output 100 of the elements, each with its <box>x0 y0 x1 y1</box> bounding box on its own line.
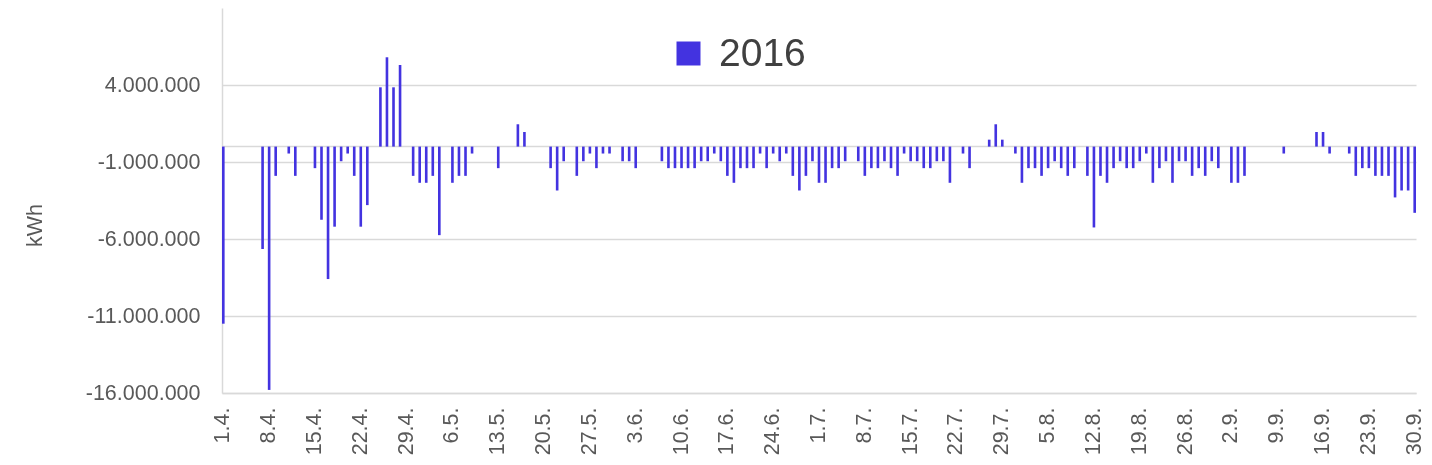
bar <box>621 146 624 162</box>
x-tick-label: 15.4. <box>301 407 326 456</box>
bar <box>1354 146 1358 176</box>
bar <box>896 146 899 176</box>
bar <box>346 146 349 154</box>
bar <box>752 146 755 169</box>
bar <box>595 146 598 169</box>
bar <box>1072 146 1076 169</box>
y-tick-label: -16.000.000 <box>85 380 201 405</box>
x-tick-label: 10.6. <box>668 407 693 456</box>
bar <box>942 146 945 162</box>
y-axis-title: kWh <box>22 204 47 247</box>
bar <box>837 146 840 169</box>
bar <box>562 146 566 162</box>
y-tick-label: 4.000.000 <box>104 72 201 97</box>
x-tick-label: 1.4. <box>210 407 235 444</box>
bar <box>379 87 382 147</box>
legend-label: 2016 <box>719 30 806 74</box>
bar <box>928 146 932 169</box>
x-tick-label: 30.9. <box>1401 407 1426 456</box>
bar <box>1131 146 1135 169</box>
bar <box>1413 146 1416 213</box>
x-tick-label: 20.5. <box>531 407 556 456</box>
bar <box>667 146 670 169</box>
bar <box>549 146 552 169</box>
x-tick-label: 3.6. <box>622 407 647 444</box>
bar <box>1099 146 1102 176</box>
bar <box>1282 146 1286 154</box>
bar <box>1210 146 1214 162</box>
bar <box>359 146 363 227</box>
bar <box>798 146 801 191</box>
x-tick-label: 24.6. <box>760 407 785 456</box>
x-tick-label: 9.9. <box>1264 407 1289 444</box>
bar <box>968 146 971 169</box>
y-tick-label: -1.000.000 <box>97 149 201 174</box>
x-tick-label: 29.7. <box>989 407 1014 456</box>
x-tick-label: 6.5. <box>439 407 464 444</box>
bar <box>261 146 264 250</box>
bar <box>987 139 991 147</box>
bar <box>1217 146 1220 169</box>
bar <box>1125 146 1128 169</box>
bar <box>693 146 696 169</box>
bar <box>366 146 369 206</box>
bar <box>1014 146 1017 154</box>
x-tick-label: 8.4. <box>256 407 281 444</box>
bar <box>582 146 585 162</box>
x-tick-label: 8.7. <box>851 407 876 444</box>
bar <box>811 146 814 162</box>
bar <box>1203 146 1207 176</box>
x-tick-label: 15.7. <box>897 407 922 456</box>
x-tick-label: 17.6. <box>714 407 739 456</box>
x-tick-label: 2.9. <box>1218 407 1243 444</box>
x-tick-label: 27.5. <box>576 407 601 456</box>
bar <box>922 146 926 169</box>
bar <box>994 124 998 147</box>
bar <box>1347 146 1351 154</box>
bar <box>320 146 323 220</box>
bar <box>870 146 873 169</box>
bar <box>1158 146 1161 169</box>
x-tick-label: 22.4. <box>347 407 372 456</box>
x-tick-label: 23.9. <box>1355 407 1380 456</box>
x-tick-label: 26.8. <box>1172 407 1197 456</box>
bar <box>739 146 742 169</box>
bar <box>451 146 454 183</box>
bar <box>909 146 912 162</box>
bar <box>1053 146 1056 162</box>
bar <box>1027 146 1030 169</box>
bar <box>784 146 788 154</box>
bar <box>392 87 395 147</box>
bar <box>1400 146 1403 191</box>
bar <box>856 146 860 162</box>
x-tick-label: 16.9. <box>1310 407 1335 456</box>
bar <box>1387 146 1390 176</box>
bar <box>496 146 500 169</box>
bar <box>1184 146 1187 162</box>
bar <box>1171 146 1174 183</box>
bar <box>1243 146 1246 176</box>
bar <box>333 146 336 227</box>
bar <box>438 146 441 236</box>
bar <box>1230 146 1233 183</box>
bar <box>1086 146 1089 176</box>
bar <box>824 146 827 183</box>
bar <box>634 146 638 169</box>
bar <box>1059 146 1063 169</box>
x-tick-label: 12.8. <box>1080 407 1105 456</box>
bar <box>712 146 716 154</box>
bar <box>294 146 297 176</box>
bar <box>1328 146 1331 154</box>
bar <box>1315 131 1318 147</box>
x-tick-label: 22.7. <box>943 407 968 456</box>
x-tick-label: 19.8. <box>1126 407 1151 456</box>
bar <box>1138 146 1142 162</box>
bar <box>1374 146 1377 176</box>
x-tick-label: 13.5. <box>485 407 510 456</box>
bar <box>464 146 467 176</box>
bar <box>418 146 421 183</box>
bar <box>915 146 919 162</box>
bar <box>424 146 428 183</box>
bar <box>1197 146 1200 169</box>
bar <box>1066 146 1070 176</box>
